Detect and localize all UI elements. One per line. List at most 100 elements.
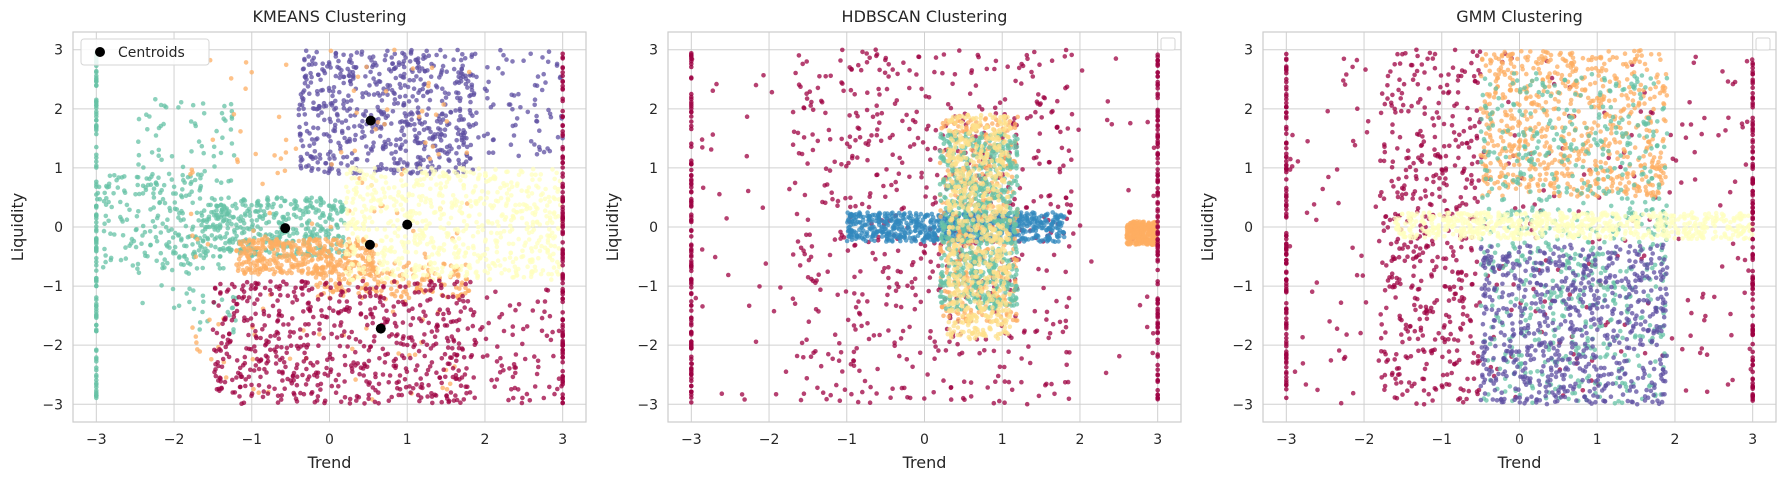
scatter-point-cluster-1 bbox=[787, 186, 792, 192]
scatter-point-cluster-1 bbox=[801, 105, 806, 110]
scatter-point-cluster-5 bbox=[459, 346, 465, 351]
scatter-point-cluster-1 bbox=[918, 241, 924, 247]
edge-point bbox=[94, 127, 99, 133]
edge-point bbox=[94, 131, 99, 137]
scatter-point-cluster-4 bbox=[400, 272, 406, 277]
scatter-point-cluster-1 bbox=[1103, 370, 1109, 376]
scatter-point-cluster-4 bbox=[344, 226, 350, 231]
scatter-point-cluster-5 bbox=[252, 348, 258, 354]
scatter-point-cluster-4 bbox=[524, 221, 530, 226]
scatter-point-cluster-1 bbox=[1006, 379, 1012, 385]
scatter-point-cluster-4 bbox=[383, 175, 388, 180]
edge-point bbox=[560, 289, 565, 294]
scatter-point-cluster-5 bbox=[243, 377, 248, 382]
scatter-point-cluster-5 bbox=[453, 393, 458, 398]
scatter-point-cluster-5 bbox=[519, 400, 525, 406]
scatter-point-cluster-1 bbox=[418, 77, 423, 82]
scatter-point-cluster-1 bbox=[514, 116, 520, 121]
scatter-point-cluster-1 bbox=[700, 185, 706, 191]
scatter-point-cluster-5 bbox=[426, 382, 431, 388]
scatter-point-cluster-3 bbox=[281, 248, 286, 254]
scatter-point-cluster-1 bbox=[857, 368, 862, 374]
scatter-point-cluster-1 bbox=[296, 106, 302, 112]
edge-point bbox=[560, 258, 565, 264]
scatter-point-cluster-4 bbox=[508, 250, 513, 256]
scatter-point-cluster-1 bbox=[469, 82, 475, 88]
scatter-point-cluster-5 bbox=[414, 382, 419, 387]
scatter-point-cluster-1 bbox=[401, 132, 407, 138]
scatter-point-cluster-2 bbox=[1052, 239, 1058, 244]
scatter-point-cluster-4 bbox=[551, 251, 556, 257]
scatter-point-cluster-1 bbox=[307, 91, 312, 96]
scatter-point-cluster-1 bbox=[814, 278, 819, 283]
scatter-point-cluster-1 bbox=[945, 102, 951, 107]
scatter-point-cluster-1 bbox=[486, 150, 492, 155]
scatter-point-cluster-2 bbox=[160, 196, 166, 202]
scatter-point-cluster-1 bbox=[378, 109, 384, 114]
scatter-point-cluster-3 bbox=[278, 156, 284, 161]
scatter-point-cluster-5 bbox=[408, 355, 413, 361]
scatter-point-cluster-1 bbox=[976, 54, 981, 60]
scatter-point-cluster-1 bbox=[401, 52, 407, 57]
scatter-point-cluster-1 bbox=[299, 95, 305, 101]
scatter-point-cluster-1 bbox=[870, 250, 875, 256]
scatter-point-cluster-5 bbox=[218, 348, 223, 353]
scatter-point-cluster-4 bbox=[483, 257, 489, 263]
scatter-point-cluster-3 bbox=[441, 102, 446, 107]
scatter-point-cluster-1 bbox=[791, 129, 797, 135]
scatter-point-cluster-4 bbox=[375, 266, 381, 272]
scatter-point-cluster-5 bbox=[520, 395, 525, 401]
scatter-point-cluster-4 bbox=[493, 198, 499, 204]
scatter-point-cluster-1 bbox=[316, 113, 321, 118]
scatter-point-cluster-1 bbox=[933, 55, 939, 60]
scatter-point-cluster-5 bbox=[437, 375, 442, 380]
scatter-point-cluster-2 bbox=[109, 204, 114, 210]
scatter-point-cluster-3 bbox=[241, 260, 246, 265]
scatter-point-cluster-1 bbox=[1064, 349, 1069, 355]
scatter-point-cluster-2 bbox=[169, 267, 175, 273]
scatter-point-cluster-1 bbox=[859, 323, 864, 329]
scatter-point-cluster-5 bbox=[539, 315, 545, 321]
scatter-point-cluster-5 bbox=[256, 359, 262, 364]
scatter-point-cluster-4 bbox=[412, 238, 417, 243]
scatter-point-cluster-5 bbox=[298, 335, 303, 341]
scatter-point-cluster-4 bbox=[396, 256, 402, 262]
scatter-point-cluster-2 bbox=[115, 185, 121, 190]
scatter-point-cluster-5 bbox=[266, 339, 271, 345]
scatter-point-cluster-1 bbox=[555, 134, 561, 140]
scatter-point-cluster-1 bbox=[807, 232, 812, 237]
scatter-point-cluster-4 bbox=[494, 249, 500, 255]
scatter-point-cluster-1 bbox=[405, 122, 411, 127]
scatter-point-cluster-1 bbox=[297, 102, 303, 108]
scatter-point-cluster-5 bbox=[249, 391, 255, 396]
scatter-point-cluster-1 bbox=[364, 158, 370, 163]
scatter-point-cluster-2 bbox=[913, 211, 919, 216]
scatter-point-cluster-2 bbox=[153, 97, 158, 102]
scatter-point-cluster-1 bbox=[890, 386, 895, 392]
scatter-point-cluster-1 bbox=[807, 89, 813, 94]
scatter-point-cluster-5 bbox=[362, 401, 367, 406]
scatter-point-cluster-4 bbox=[361, 197, 366, 202]
scatter-point-cluster-5 bbox=[265, 391, 271, 396]
scatter-point-cluster-4 bbox=[501, 228, 507, 234]
scatter-point-cluster-5 bbox=[357, 371, 362, 377]
scatter-point-cluster-3 bbox=[440, 385, 446, 391]
scatter-point-cluster-2 bbox=[215, 212, 220, 218]
scatter-point-cluster-4 bbox=[538, 198, 543, 203]
scatter-point-cluster-1 bbox=[957, 48, 962, 53]
scatter-point-cluster-4 bbox=[459, 200, 465, 206]
scatter-point-cluster-4 bbox=[536, 185, 541, 190]
scatter-point-cluster-4 bbox=[488, 203, 493, 208]
scatter-point-cluster-5 bbox=[401, 355, 407, 361]
scatter-point-cluster-1 bbox=[792, 180, 798, 186]
scatter-point-cluster-5 bbox=[446, 310, 452, 316]
scatter-point-cluster-2 bbox=[257, 214, 262, 219]
scatter-point-cluster-3 bbox=[338, 259, 344, 265]
scatter-point-cluster-1 bbox=[362, 113, 367, 118]
scatter-point-cluster-1 bbox=[348, 81, 354, 87]
scatter-point-cluster-3 bbox=[330, 256, 336, 262]
scatter-point-cluster-2 bbox=[276, 233, 282, 239]
scatter-point-cluster-4 bbox=[342, 222, 348, 227]
scatter-point-cluster-5 bbox=[225, 341, 230, 346]
scatter-point-cluster-5 bbox=[338, 399, 344, 405]
